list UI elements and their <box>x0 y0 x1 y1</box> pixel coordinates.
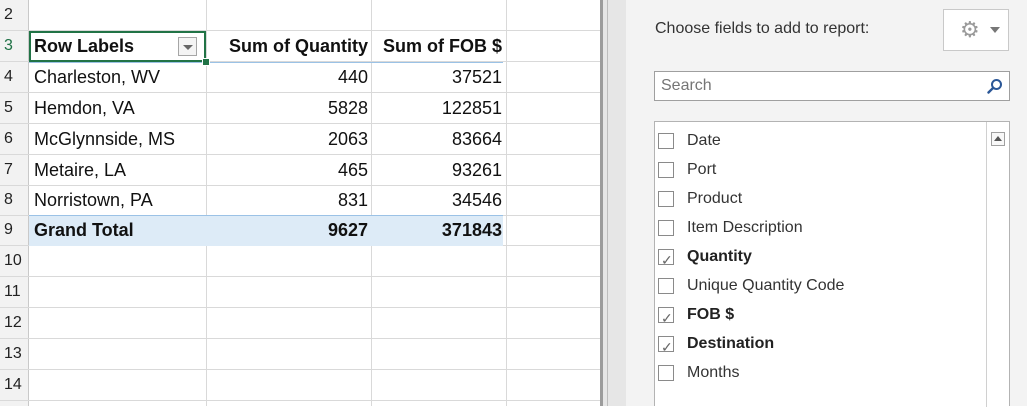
grand-total-row-fill <box>29 215 503 246</box>
column-divider <box>506 0 507 406</box>
row-number[interactable]: 2 <box>4 6 13 23</box>
row-number[interactable]: 4 <box>4 68 13 85</box>
row-divider <box>0 61 600 62</box>
field-name: Item Description <box>687 219 803 236</box>
field-list-scrollbar[interactable] <box>986 122 1009 407</box>
row-divider <box>0 400 600 401</box>
grand-total-quantity[interactable]: 9627 <box>327 220 368 240</box>
fill-handle[interactable] <box>202 58 210 66</box>
pane-splitter[interactable] <box>600 0 626 406</box>
row-divider <box>0 185 600 186</box>
choose-fields-label: Choose fields to add to report: <box>655 20 870 37</box>
quantity-cell[interactable]: 465 <box>337 160 368 180</box>
row-number[interactable]: 11 <box>4 283 21 300</box>
row-divider <box>0 154 600 155</box>
row-label-cell[interactable]: Metaire, LA <box>34 160 127 180</box>
row-labels-filter-dropdown[interactable] <box>178 37 197 56</box>
grand-total-label[interactable]: Grand Total <box>34 220 134 240</box>
row-divider <box>0 369 600 370</box>
quantity-cell[interactable]: 2063 <box>327 129 368 149</box>
row-label-cell[interactable]: Charleston, WV <box>34 67 161 87</box>
row-number[interactable]: 14 <box>4 376 22 393</box>
quantity-cell[interactable]: 5828 <box>327 98 368 118</box>
field-name: Months <box>687 364 740 381</box>
splitter-line <box>600 0 603 406</box>
row-number[interactable]: 12 <box>4 314 22 331</box>
row-divider <box>0 123 600 124</box>
column-divider <box>206 0 207 406</box>
fob-cell[interactable]: 37521 <box>451 67 502 87</box>
fob-cell[interactable]: 122851 <box>441 98 502 118</box>
field-name: FOB $ <box>687 306 735 323</box>
row-number[interactable]: 9 <box>4 221 13 238</box>
quantity-cell[interactable]: 831 <box>337 190 368 210</box>
row-divider <box>0 276 600 277</box>
search-icon[interactable] <box>987 78 1003 94</box>
row-label-cell[interactable]: McGlynnside, MS <box>34 129 176 149</box>
checkbox-checked[interactable]: ✓ <box>658 336 674 355</box>
sum-quantity-header[interactable]: Sum of Quantity <box>229 36 368 56</box>
checkbox[interactable] <box>658 365 674 381</box>
gear-icon: ⚙ <box>960 17 980 42</box>
splitter-line <box>607 0 608 406</box>
row-number[interactable]: 5 <box>4 99 13 116</box>
row-number[interactable]: 6 <box>4 130 13 147</box>
field-search-input[interactable] <box>654 71 1010 101</box>
row-divider <box>0 338 600 339</box>
field-name: Unique Quantity Code <box>687 277 845 294</box>
grand-total-fob[interactable]: 371843 <box>441 220 502 240</box>
checkmark-icon: ✓ <box>661 339 673 355</box>
fob-cell[interactable]: 34546 <box>451 190 502 210</box>
field-name: Destination <box>687 335 775 352</box>
checkmark-icon: ✓ <box>661 310 673 326</box>
fob-cell[interactable]: 93261 <box>451 160 502 180</box>
checkbox-checked[interactable]: ✓ <box>658 249 674 268</box>
field-name: Date <box>687 132 721 149</box>
field-list[interactable]: Date Port Product Item Description ✓ Qua… <box>654 121 1010 407</box>
field-name: Port <box>687 161 717 178</box>
spreadsheet-grid[interactable]: 2 3 4 5 6 7 8 9 10 11 12 13 14 Row Label… <box>0 0 600 406</box>
row-label-cell[interactable]: Hemdon, VA <box>34 98 135 118</box>
checkmark-icon: ✓ <box>661 252 673 268</box>
row-divider <box>0 92 600 93</box>
row-number[interactable]: 7 <box>4 161 13 178</box>
row-labels-header[interactable]: Row Labels <box>34 36 135 56</box>
row-number[interactable]: 3 <box>4 37 13 54</box>
row-number[interactable]: 13 <box>4 345 22 362</box>
scroll-up-arrow-icon[interactable] <box>991 132 1005 146</box>
fob-cell[interactable]: 83664 <box>451 129 502 149</box>
checkbox[interactable] <box>658 278 674 294</box>
sum-fob-header[interactable]: Sum of FOB $ <box>382 36 502 56</box>
checkbox-checked[interactable]: ✓ <box>658 307 674 326</box>
chevron-down-icon <box>990 27 1000 33</box>
row-label-cell[interactable]: Norristown, PA <box>34 190 153 210</box>
row-number[interactable]: 10 <box>4 252 22 269</box>
checkbox[interactable] <box>658 220 674 236</box>
active-cell-selection <box>29 31 206 62</box>
checkbox[interactable] <box>658 133 674 149</box>
field-name: Product <box>687 190 743 207</box>
checkbox[interactable] <box>658 191 674 207</box>
pivot-header-border <box>29 62 503 63</box>
row-number[interactable]: 8 <box>4 191 13 208</box>
field-list-tools-button[interactable]: ⚙ <box>943 9 1009 51</box>
row-divider <box>0 307 600 308</box>
quantity-cell[interactable]: 440 <box>337 67 368 87</box>
field-name: Quantity <box>687 248 752 265</box>
checkbox[interactable] <box>658 162 674 178</box>
column-divider <box>371 0 372 406</box>
pivot-field-list-pane: Choose fields to add to report: ⚙ Date P… <box>626 0 1027 407</box>
row-divider <box>0 30 600 31</box>
